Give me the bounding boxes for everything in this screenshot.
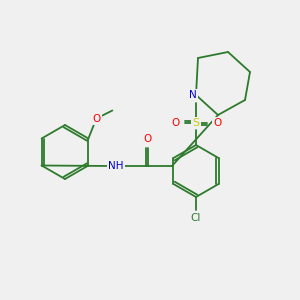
Text: N: N [189,90,197,100]
Text: Cl: Cl [191,213,201,223]
Text: NH: NH [108,161,124,171]
Text: O: O [213,118,221,128]
Text: O: O [92,113,101,124]
Text: O: O [144,134,152,144]
Text: S: S [192,118,200,128]
Text: O: O [171,118,179,128]
